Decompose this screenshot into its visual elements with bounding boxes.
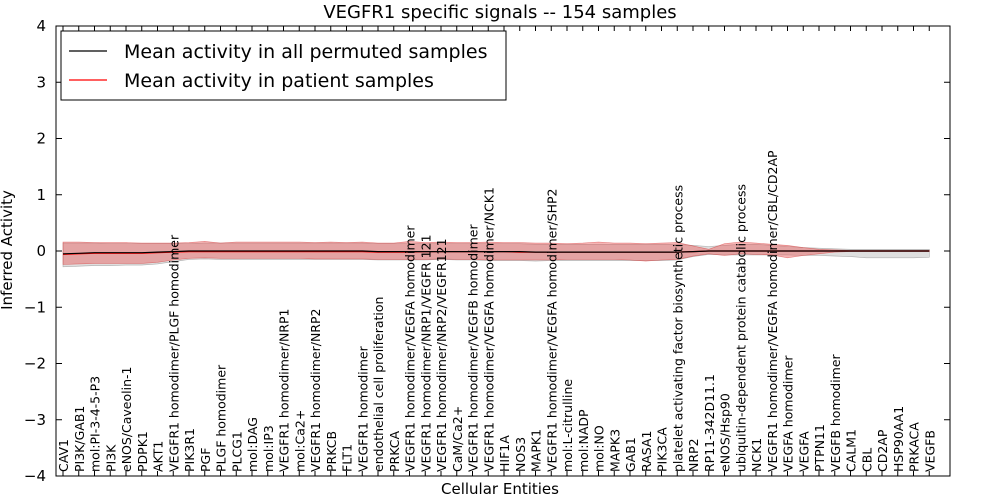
legend-box xyxy=(60,30,507,101)
x-tick-label: MAPK3 xyxy=(607,429,622,472)
x-tick-label: ubiquitin-dependent protein catabolic pr… xyxy=(733,184,748,472)
x-tick-label: PGF xyxy=(198,448,213,472)
y-tick-label: 4 xyxy=(36,17,46,35)
x-tick-label: NRP2 xyxy=(686,438,701,472)
legend-label-permuted: Mean activity in all permuted samples xyxy=(124,41,487,63)
y-tick-label: −2 xyxy=(24,355,46,373)
x-tick-label: mol:L-citrulline xyxy=(560,379,575,472)
x-tick-label: eNOS/Hsp90 xyxy=(718,393,733,472)
x-tick-label: PLGF homodimer xyxy=(214,364,229,472)
x-tick-label: mol:NO xyxy=(592,425,607,472)
x-tick-label: RASA1 xyxy=(639,431,654,472)
x-tick-label: FLT1 xyxy=(340,444,355,472)
x-tick-label: CALM1 xyxy=(844,429,859,472)
y-tick-label: 3 xyxy=(36,73,46,91)
x-tick-label: PDPK1 xyxy=(135,431,150,472)
y-tick-label: −1 xyxy=(24,298,46,316)
x-tick-label: PTPN11 xyxy=(812,424,827,472)
x-tick-label: HIF1A xyxy=(497,435,512,472)
x-tick-label: CBL xyxy=(859,448,874,472)
x-tick-label: VEGFR1 homodimer/NRP1/VEGFR 121 xyxy=(418,234,433,472)
line-series-1 xyxy=(62,250,930,255)
y-tick-label: 2 xyxy=(36,130,46,148)
x-axis-label: Cellular Entities xyxy=(441,480,559,498)
x-tick-label: AKT1 xyxy=(151,441,166,472)
x-tick-label: PIK3CA xyxy=(655,427,670,472)
x-tick-label: endothelial cell proliferation xyxy=(371,297,386,472)
x-tick-label: MAPK1 xyxy=(529,429,544,472)
x-tick-label: PI3K xyxy=(103,444,118,472)
x-tick-label: HSP90AA1 xyxy=(891,406,906,472)
band-series-1 xyxy=(62,242,930,268)
x-tick-label: PIK3R1 xyxy=(182,428,197,472)
chart-title: VEGFR1 specific signals -- 154 samples xyxy=(323,2,676,23)
legend-label-patient: Mean activity in patient samples xyxy=(124,70,434,92)
x-tick-label: mol:PI-3-4-5-P3 xyxy=(88,376,103,472)
x-tick-label: VEGFR1 homodimer/NRP2/VEGFR121 xyxy=(434,238,449,472)
x-tick-label: platelet activating factor biosynthetic … xyxy=(670,185,685,472)
x-tick-label: RP11-342D11.1 xyxy=(702,374,717,472)
x-tick-label: VEGFR1 homodimer/VEGFA homodimer xyxy=(403,225,418,472)
axes: 4 3 2 1 0 −1 −2 −3 −4 CAV1 PI3K/GAB1 mol:PI-3-4-5-P… xyxy=(24,17,950,485)
y-tick-label: −4 xyxy=(24,467,46,485)
x-tick-label: NOS3 xyxy=(513,437,528,472)
x-tick-label: CAV1 xyxy=(56,439,71,472)
y-tick-label: 1 xyxy=(36,186,46,204)
y-tick-label: −3 xyxy=(24,411,46,429)
y-axis-label: Inferred Activity xyxy=(0,190,16,310)
x-tick-label: VEGFA xyxy=(796,431,811,472)
x-tick-label: VEGFR1 homodimer/VEGFB homodimer xyxy=(466,224,481,472)
x-tick-label: VEGFA homodimer xyxy=(781,355,796,472)
x-tick-label: PRKCA xyxy=(387,431,402,472)
x-tick-label: GAB1 xyxy=(623,437,638,472)
x-tick-label: mol:NADP xyxy=(576,409,591,472)
x-tick-label: PLCG1 xyxy=(229,431,244,472)
x-tick-label: mol:DAG xyxy=(245,417,260,472)
plot-area xyxy=(62,241,930,268)
x-tick-label: NCK1 xyxy=(749,438,764,472)
x-tick-label: VEGFR1 homodimer/VEGFA homodimer/SHP2 xyxy=(544,188,559,472)
x-tick-label: PRKACA xyxy=(907,422,922,472)
y-tick-label: 0 xyxy=(36,242,46,260)
x-tick-label: mol:Ca2+ xyxy=(292,410,307,472)
legend: Mean activity in all permuted samples Me… xyxy=(60,30,507,101)
x-tick-label: VEGFR1 homodimer/NRP1 xyxy=(277,309,292,472)
x-tick-label: VEGFR1 homodimer/VEGFA homodimer/CBL/CD2… xyxy=(765,150,780,472)
x-tick-label: VEGFR1 homodimer/PLGF homodimer xyxy=(166,234,181,472)
x-tick-label: CaM/Ca2+ xyxy=(450,406,465,472)
x-tick-label: VEGFR1 homodimer xyxy=(355,345,370,472)
x-tick-label: VEGFB xyxy=(922,430,937,472)
x-tick-label: VEGFB homodimer xyxy=(828,353,843,472)
x-tick-label: CD2AP xyxy=(875,429,890,472)
x-tick-label: eNOS/Caveolin-1 xyxy=(119,367,134,472)
x-tick-label: PI3K/GAB1 xyxy=(72,406,87,472)
x-tick-label: VEGFR1 homodimer/NRP2 xyxy=(308,309,323,472)
x-tick-label: PRKCB xyxy=(324,431,339,472)
x-tick-label: VEGFR1 homodimer/VEGFA homodimer/NCK1 xyxy=(481,187,496,472)
x-tick-label: mol:IP3 xyxy=(261,425,276,472)
